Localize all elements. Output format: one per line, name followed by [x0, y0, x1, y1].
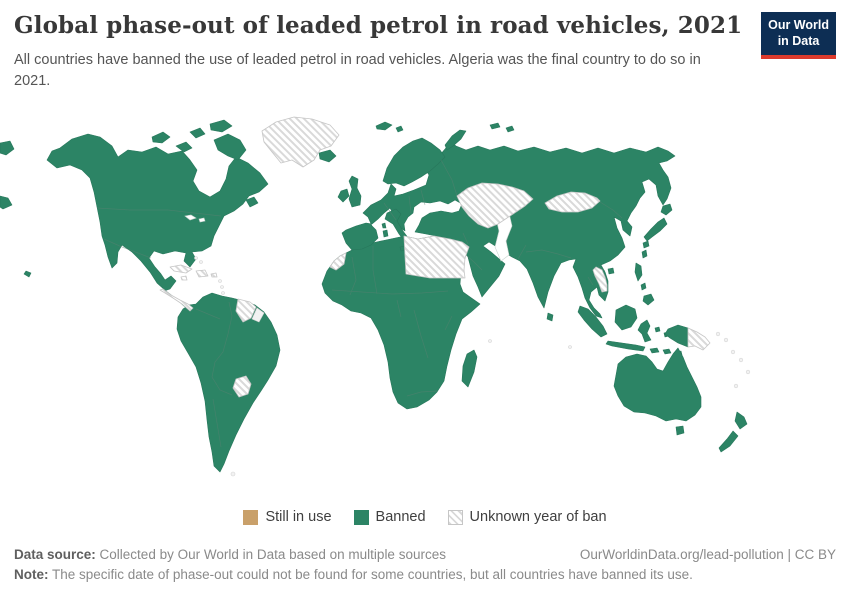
region-laos[interactable] [592, 266, 608, 293]
region-central-asia[interactable] [456, 182, 534, 229]
region-paraguay[interactable] [232, 375, 252, 398]
region-taiwan[interactable] [607, 249, 648, 275]
region-papua-new-guinea[interactable] [687, 327, 711, 351]
legend-item-banned[interactable]: Banned [353, 509, 426, 525]
region-madagascar[interactable] [461, 349, 478, 388]
legend-swatch-banned [353, 509, 369, 525]
region-arctic-russia[interactable] [375, 121, 515, 151]
legend-swatch-still-in-use [243, 509, 259, 525]
region-greenland[interactable] [261, 116, 340, 168]
region-caribbean[interactable] [169, 264, 218, 281]
legend-label-unknown: Unknown year of ban [469, 509, 607, 525]
region-australia[interactable] [613, 347, 702, 436]
region-central-america[interactable] [159, 288, 194, 312]
banned-landmasses[interactable] [0, 119, 748, 473]
owid-url-link[interactable]: OurWorldinData.org/lead-pollution | CC B… [579, 547, 836, 562]
region-guyana-suriname[interactable] [235, 298, 257, 323]
legend-label-banned: Banned [375, 509, 426, 525]
legend-swatch-unknown [447, 509, 463, 525]
region-arctic-islands[interactable] [151, 119, 259, 208]
chart-title: Global phase-out of leaded petrol in roa… [14, 12, 743, 39]
chart-header: Global phase-out of leaded petrol in roa… [14, 12, 836, 92]
region-west-new-guinea[interactable] [664, 324, 689, 348]
legend-label-still-in-use: Still in use [265, 509, 332, 525]
region-libya-egypt[interactable] [403, 235, 470, 279]
owid-logo-line2: in Data [777, 33, 820, 48]
region-south-america[interactable] [176, 292, 281, 473]
region-ireland[interactable] [337, 188, 350, 203]
region-new-zealand[interactable] [718, 411, 748, 453]
region-japan[interactable] [642, 203, 673, 249]
region-iceland[interactable] [318, 149, 337, 163]
great-lakes [184, 214, 206, 223]
unknown-year-regions[interactable] [159, 116, 711, 398]
chart-subtitle: All countries have banned the use of lea… [14, 51, 701, 89]
region-left-edge[interactable] [0, 140, 32, 278]
legend-item-unknown[interactable]: Unknown year of ban [447, 509, 607, 525]
world-map[interactable] [0, 100, 850, 500]
region-pacific-islands[interactable] [715, 331, 721, 337]
note-line: Note: The specific date of phase-out cou… [14, 567, 836, 582]
country-borders [96, 159, 623, 448]
region-united-kingdom[interactable] [348, 175, 362, 208]
note-text: The specific date of phase-out could not… [52, 567, 693, 582]
map-legend: Still in use Banned Unknown year of ban [0, 509, 850, 525]
region-scandinavia[interactable] [382, 137, 446, 187]
owid-logo-line1: Our World [768, 18, 829, 32]
owid-logo[interactable]: Our World in Data [761, 12, 836, 60]
data-source-text: Collected by Our World in Data based on … [99, 547, 446, 562]
legend-item-still-in-use[interactable]: Still in use [243, 509, 332, 525]
data-source-line: Data source: Collected by Our World in D… [14, 547, 446, 562]
region-falkland-islands[interactable] [230, 471, 236, 477]
region-mongolia[interactable] [544, 191, 601, 213]
no-data-islands[interactable] [194, 256, 751, 477]
region-western-sahara[interactable] [329, 252, 347, 271]
region-philippines[interactable] [634, 262, 655, 306]
region-french-guiana[interactable] [251, 307, 265, 323]
region-north-america[interactable] [46, 133, 269, 313]
chart-footer: Data source: Collected by Our World in D… [14, 547, 836, 582]
note-label: Note: [14, 567, 49, 582]
data-source-label: Data source: [14, 547, 96, 562]
region-sri-lanka[interactable] [546, 312, 554, 322]
